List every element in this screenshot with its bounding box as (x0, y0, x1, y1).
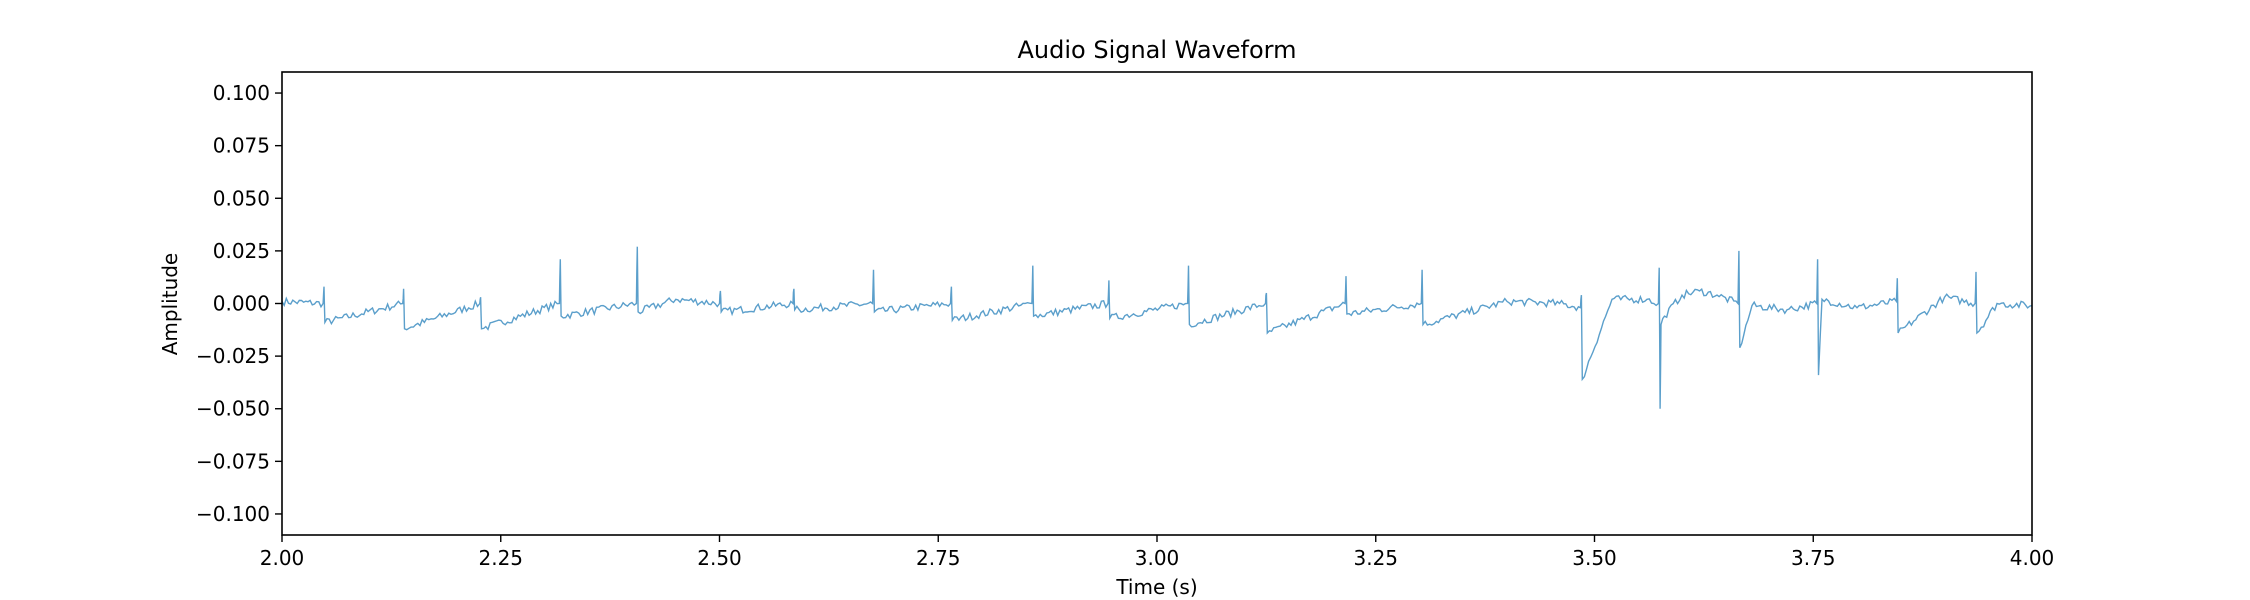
y-tick-label: 0.025 (213, 239, 270, 263)
y-tick-label: 0.100 (213, 81, 270, 105)
y-tick-label: −0.050 (196, 397, 270, 421)
y-tick-label: 0.075 (213, 134, 270, 158)
y-tick-label: −0.075 (196, 449, 270, 473)
waveform-series (281, 246, 2033, 409)
x-tick-label: 2.00 (260, 546, 305, 570)
waveform-line (281, 246, 2033, 409)
x-tick-label: 3.50 (1572, 546, 1617, 570)
y-axis: 0.100 0.075 0.050 0.025 0.000 −0.025 −0.050 −0.… (196, 81, 282, 526)
y-tick-label: 0.050 (213, 186, 270, 210)
y-axis-label: Amplitude (158, 253, 182, 356)
x-tick-label: 4.00 (2010, 546, 2055, 570)
y-tick-label: −0.025 (196, 344, 270, 368)
x-tick-label: 2.25 (478, 546, 523, 570)
chart-title: Audio Signal Waveform (1017, 36, 1296, 64)
y-tick-label: 0.000 (213, 292, 270, 316)
x-axis-label: Time (s) (1115, 575, 1197, 599)
x-tick-label: 3.25 (1353, 546, 1398, 570)
x-tick-label: 2.50 (697, 546, 742, 570)
y-tick-label: −0.100 (196, 502, 270, 526)
x-tick-label: 3.75 (1791, 546, 1836, 570)
x-axis: 2.00 2.25 2.50 2.75 3.00 3.25 3.50 3.75 4.00 (260, 535, 2055, 570)
plot-frame (281, 71, 2033, 536)
x-tick-label: 3.00 (1135, 546, 1180, 570)
x-tick-label: 2.75 (916, 546, 961, 570)
